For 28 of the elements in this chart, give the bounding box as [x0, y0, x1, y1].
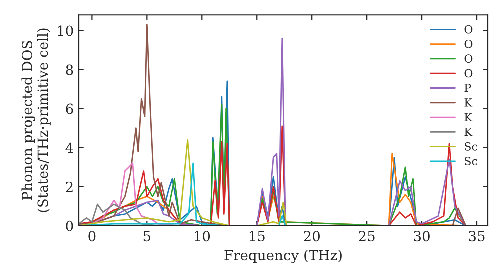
x-axis-title: Frequency (THz)	[224, 250, 342, 264]
legend-label: K	[464, 113, 473, 122]
x-tick-label: 35	[469, 231, 485, 242]
x-tick-label: 15	[250, 231, 265, 242]
y-tick-label: 2	[66, 182, 73, 192]
x-tick-label: 20	[304, 231, 320, 242]
x-tick-label: 30	[414, 231, 430, 242]
y-axis-title: Phonon projected DOS (States/THz·primitive cell)	[22, 28, 51, 212]
y-tick-label: 6	[66, 104, 74, 114]
legend-label: K	[464, 98, 473, 107]
legend-label: O	[464, 69, 473, 78]
legend-label: P	[464, 84, 472, 92]
legend-label: O	[464, 54, 473, 64]
x-tick-label: 10	[195, 231, 210, 242]
legend-label: O	[464, 25, 473, 34]
legend-label: Sc	[465, 142, 478, 151]
y-tick-label: 10	[58, 26, 74, 36]
x-tick-label: 0	[88, 231, 96, 242]
line-series	[79, 204, 159, 226]
y-tick-label: 4	[66, 142, 74, 154]
x-tick-label: 5	[144, 231, 151, 242]
line-series	[79, 139, 288, 226]
y-tick-label: 8	[66, 64, 74, 76]
legend-label: O	[464, 40, 473, 48]
legend-label: K	[464, 128, 473, 136]
y-tick-label: 0	[66, 220, 74, 232]
x-tick-label: 25	[359, 231, 375, 242]
legend-label: Sc	[465, 157, 478, 166]
